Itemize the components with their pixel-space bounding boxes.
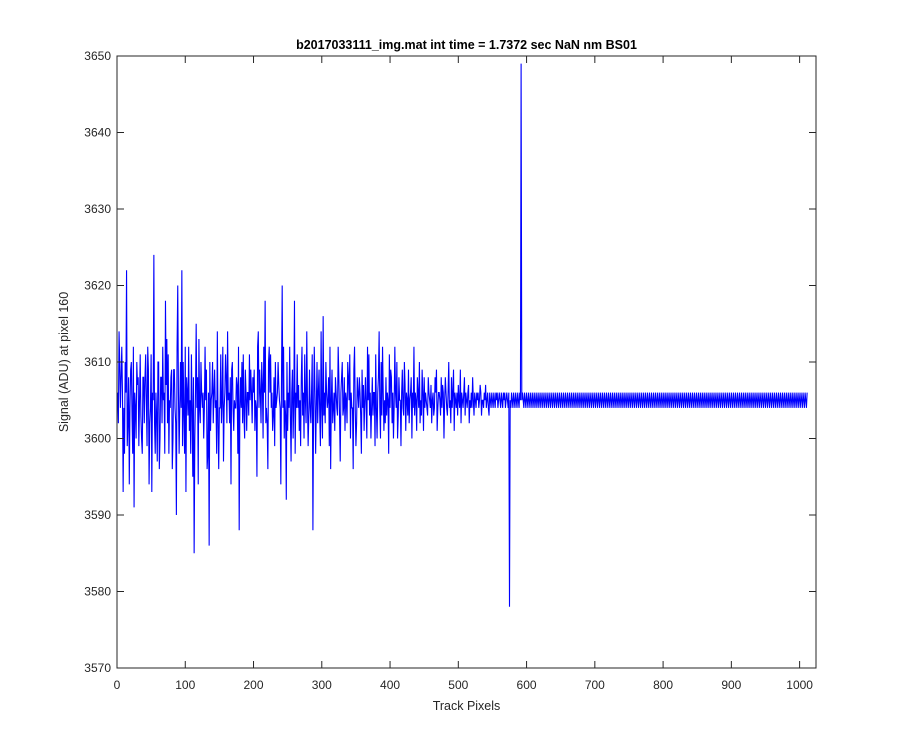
- y-axis-label: Signal (ADU) at pixel 160: [57, 292, 71, 432]
- x-tick-label: 200: [244, 678, 264, 692]
- y-axis: 3570 3580 3590 3600 3610 3620 3630 3640 3650: [84, 49, 816, 675]
- x-tick-label: 0: [114, 678, 121, 692]
- series-layer: [117, 63, 808, 607]
- chart-title: b2017033111_img.mat int time = 1.7372 se…: [296, 38, 637, 52]
- y-tick-label: 3640: [84, 126, 111, 140]
- x-tick-label: 1000: [786, 678, 813, 692]
- x-tick-label: 700: [585, 678, 605, 692]
- x-tick-label: 400: [380, 678, 400, 692]
- y-tick-label: 3580: [84, 585, 111, 599]
- y-tick-label: 3630: [84, 202, 111, 216]
- x-tick-label: 800: [653, 678, 673, 692]
- x-tick-label: 300: [312, 678, 332, 692]
- y-tick-label: 3610: [84, 355, 111, 369]
- y-tick-label: 3620: [84, 279, 111, 293]
- x-tick-label: 100: [175, 678, 195, 692]
- y-tick-label: 3600: [84, 432, 111, 446]
- x-axis-label: Track Pixels: [433, 699, 501, 713]
- plot-area: [117, 56, 816, 668]
- x-tick-label: 500: [448, 678, 468, 692]
- y-tick-label: 3570: [84, 661, 111, 675]
- y-tick-label: 3590: [84, 508, 111, 522]
- series-line: [117, 63, 808, 607]
- y-tick-label: 3650: [84, 49, 111, 63]
- x-tick-label: 900: [721, 678, 741, 692]
- x-axis: 0 100 200 300 400 500 600 700 800 900 1000: [114, 56, 813, 692]
- x-tick-label: 600: [517, 678, 537, 692]
